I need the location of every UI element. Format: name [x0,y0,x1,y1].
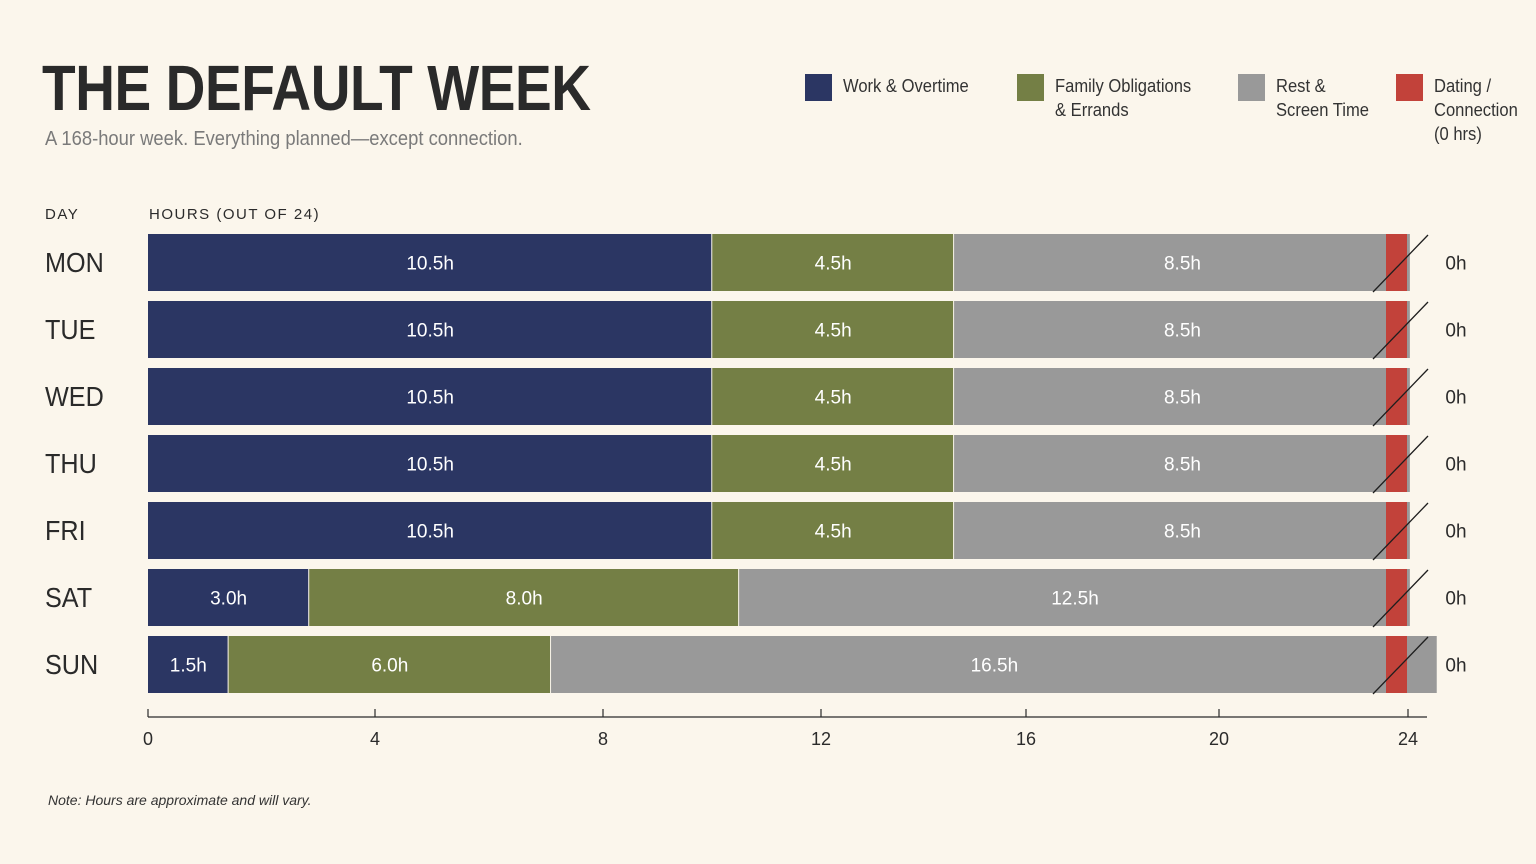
bar-rest-sat [739,569,1411,626]
legend-label-rest: Rest & Screen Time [1276,76,1369,120]
bar-dating-wed [1386,368,1407,425]
x-tick-label-12: 12 [811,729,831,749]
zero-slash-tue [1372,301,1429,360]
zero-slash-wed [1372,368,1429,427]
bar-label-work-fri: 10.5h [406,522,454,543]
legend-swatch-work [805,74,832,101]
bar-label-work-thu: 10.5h [406,455,454,476]
x-tick-label-4: 4 [370,729,380,749]
day-label-thu: THU [45,448,97,479]
bar-label-rest-wed: 8.5h [1164,388,1201,409]
zero-slash-mon [1372,234,1429,293]
bar-dating-sun [1386,636,1407,693]
bar-work-wed [148,368,713,425]
chart-note: Note: Hours are approximate and will var… [48,792,312,808]
day-label-wed: WED [45,381,104,412]
bar-family-sat [309,569,740,626]
bar-label-family-sat: 8.0h [506,589,543,610]
bar-dating-mon [1386,234,1407,291]
bar-rest-thu [954,435,1411,492]
x-tick-label-20: 20 [1209,729,1229,749]
day-label-sat: SAT [45,582,93,613]
bar-label-family-wed: 4.5h [815,388,852,409]
legend-swatch-dating [1396,74,1423,101]
bar-label-work-sun: 1.5h [170,656,207,677]
bar-label-family-thu: 4.5h [815,455,852,476]
bar-label-family-tue: 4.5h [815,321,852,342]
dating-value-label-sun: 0h [1445,656,1466,677]
bar-label-family-fri: 4.5h [815,522,852,543]
dating-value-label-fri: 0h [1445,522,1466,543]
day-label-fri: FRI [45,515,86,546]
bar-dating-thu [1386,435,1407,492]
hours-column-header: HOURS (OUT OF 24) [149,206,321,223]
dating-value-label-wed: 0h [1445,388,1466,409]
bar-dating-tue [1386,301,1407,358]
legend-item-family: Family Obligations & Errands [1017,74,1203,122]
bar-label-family-sun: 6.0h [371,656,408,677]
bar-label-rest-tue: 8.5h [1164,321,1201,342]
bar-family-tue [712,301,955,358]
bar-family-wed [712,368,955,425]
bar-family-sun [228,636,552,693]
bar-work-mon [148,234,713,291]
legend-swatch-rest [1238,74,1265,101]
bar-label-family-mon: 4.5h [815,254,852,275]
x-tick-label-16: 16 [1016,729,1036,749]
dating-value-label-mon: 0h [1445,254,1466,275]
zero-slash-fri [1372,502,1429,561]
chart-subtitle: A 168-hour week. Everything planned—exce… [45,128,523,150]
bar-label-work-mon: 10.5h [406,254,454,275]
bar-label-rest-thu: 8.5h [1164,455,1201,476]
day-label-tue: TUE [45,314,96,345]
legend-item-rest: Rest & Screen Time [1238,74,1377,122]
day-label-mon: MON [45,247,104,278]
bar-work-sat [148,569,310,626]
bar-rest-tue [954,301,1411,358]
x-tick-label-8: 8 [598,729,608,749]
chart-title: THE DEFAULT WEEK [42,52,591,124]
legend: Work & Overtime Family Obligations & Err… [0,74,1536,164]
bar-family-mon [712,234,955,291]
legend-item-work: Work & Overtime [805,74,980,101]
legend-label-dating: Dating / Connection (0 hrs) [1434,76,1518,144]
bar-dating-sat [1386,569,1407,626]
bar-work-sun [148,636,229,693]
dating-value-label-thu: 0h [1445,455,1466,476]
legend-swatch-family [1017,74,1044,101]
legend-label-family: Family Obligations & Errands [1055,76,1192,120]
bar-label-work-sat: 3.0h [210,589,247,610]
zero-slash-thu [1372,435,1429,494]
bar-label-rest-sun: 16.5h [971,656,1019,677]
legend-label-work: Work & Overtime [843,76,969,96]
day-label-sun: SUN [45,649,99,680]
x-tick-label-24: 24 [1398,729,1418,749]
bar-label-work-wed: 10.5h [406,388,454,409]
x-tick-label-0: 0 [143,729,153,749]
bar-label-work-tue: 10.5h [406,321,454,342]
bar-rest-sun [551,636,1438,693]
zero-slash-sun [1372,636,1429,695]
bar-work-tue [148,301,713,358]
bar-rest-mon [954,234,1411,291]
bar-rest-wed [954,368,1411,425]
day-column-header: DAY [45,206,80,223]
bar-work-fri [148,502,713,559]
dating-value-label-sat: 0h [1445,589,1466,610]
bar-rest-fri [954,502,1411,559]
bar-family-thu [712,435,955,492]
zero-slash-sat [1372,569,1429,628]
legend-item-dating: Dating / Connection (0 hrs) [1396,74,1525,146]
bar-label-rest-fri: 8.5h [1164,522,1201,543]
bar-label-rest-sat: 12.5h [1051,589,1099,610]
bar-work-thu [148,435,713,492]
bar-label-rest-mon: 8.5h [1164,254,1201,275]
bar-dating-fri [1386,502,1407,559]
bar-family-fri [712,502,955,559]
dating-value-label-tue: 0h [1445,321,1466,342]
